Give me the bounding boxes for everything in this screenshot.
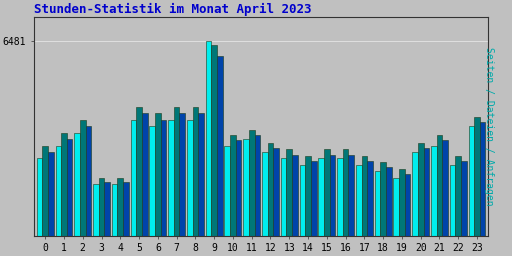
Bar [37, 158, 42, 256]
Bar [61, 133, 67, 256]
Bar [48, 152, 54, 256]
Bar [80, 120, 86, 256]
Bar [437, 135, 442, 256]
Bar [136, 107, 142, 256]
Bar [380, 162, 386, 256]
Bar [399, 169, 405, 256]
Bar [431, 146, 437, 256]
Bar [268, 143, 273, 256]
Bar [254, 135, 260, 256]
Bar [174, 107, 179, 256]
Bar [418, 143, 423, 256]
Bar [243, 139, 249, 256]
Bar [104, 182, 110, 256]
Bar [349, 155, 354, 256]
Bar [356, 165, 361, 256]
Bar [67, 139, 72, 256]
Bar [123, 182, 129, 256]
Bar [286, 150, 292, 256]
Bar [318, 158, 324, 256]
Bar [456, 156, 461, 256]
Bar [55, 146, 61, 256]
Bar [300, 165, 305, 256]
Bar [468, 126, 474, 256]
Bar [117, 178, 123, 256]
Bar [305, 156, 311, 256]
Bar [86, 126, 91, 256]
Bar [217, 56, 223, 256]
Bar [142, 113, 147, 256]
Bar [442, 141, 448, 256]
Bar [394, 178, 399, 256]
Y-axis label: Seiten / Dateien / Anfragen: Seiten / Dateien / Anfragen [484, 47, 494, 206]
Bar [480, 122, 485, 256]
Text: Stunden-Statistik im Monat April 2023: Stunden-Statistik im Monat April 2023 [34, 3, 311, 16]
Bar [361, 156, 367, 256]
Bar [423, 148, 429, 256]
Bar [324, 150, 330, 256]
Bar [206, 41, 211, 256]
Bar [262, 152, 268, 256]
Bar [367, 161, 373, 256]
Bar [211, 45, 217, 256]
Bar [375, 171, 380, 256]
Bar [179, 113, 185, 256]
Bar [198, 113, 204, 256]
Bar [273, 148, 279, 256]
Bar [461, 161, 467, 256]
Bar [155, 113, 161, 256]
Bar [193, 107, 198, 256]
Bar [42, 146, 48, 256]
Bar [337, 158, 343, 256]
Bar [74, 133, 80, 256]
Bar [412, 152, 418, 256]
Bar [99, 178, 104, 256]
Bar [292, 155, 297, 256]
Bar [386, 167, 392, 256]
Bar [230, 135, 236, 256]
Bar [112, 184, 117, 256]
Bar [281, 158, 286, 256]
Bar [161, 120, 166, 256]
Bar [474, 117, 480, 256]
Bar [93, 184, 99, 256]
Bar [150, 126, 155, 256]
Bar [343, 150, 349, 256]
Bar [224, 146, 230, 256]
Bar [131, 120, 136, 256]
Bar [249, 130, 254, 256]
Bar [236, 141, 241, 256]
Bar [330, 155, 335, 256]
Bar [168, 120, 174, 256]
Bar [405, 174, 411, 256]
Bar [450, 165, 456, 256]
Bar [187, 120, 193, 256]
Bar [311, 161, 316, 256]
